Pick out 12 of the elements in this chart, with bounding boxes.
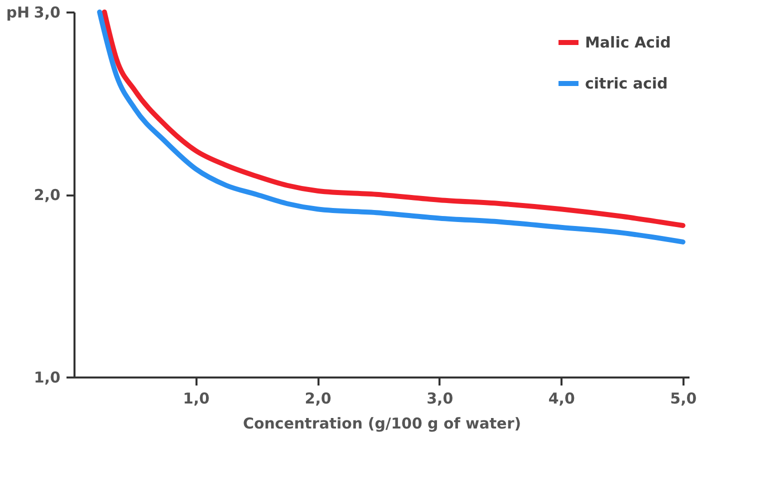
x-tick-label: 2,0 — [304, 390, 332, 408]
x-tick-label: 3,0 — [426, 390, 454, 408]
y-tick-label: 1,0 — [34, 368, 60, 386]
x-tick-label: 1,0 — [182, 390, 210, 408]
x-tick-label: 4,0 — [548, 390, 575, 408]
legend-label: citric acid — [585, 74, 668, 92]
x-tick-label: 5,0 — [670, 390, 697, 408]
y-tick-label: 2,0 — [34, 186, 60, 204]
y-tick-label: 3,0 — [34, 4, 60, 22]
x-axis-title: Concentration (g/100 g of water) — [242, 414, 522, 432]
legend-label: Malic Acid — [585, 34, 671, 52]
y-axis-title: pH — [6, 4, 30, 22]
